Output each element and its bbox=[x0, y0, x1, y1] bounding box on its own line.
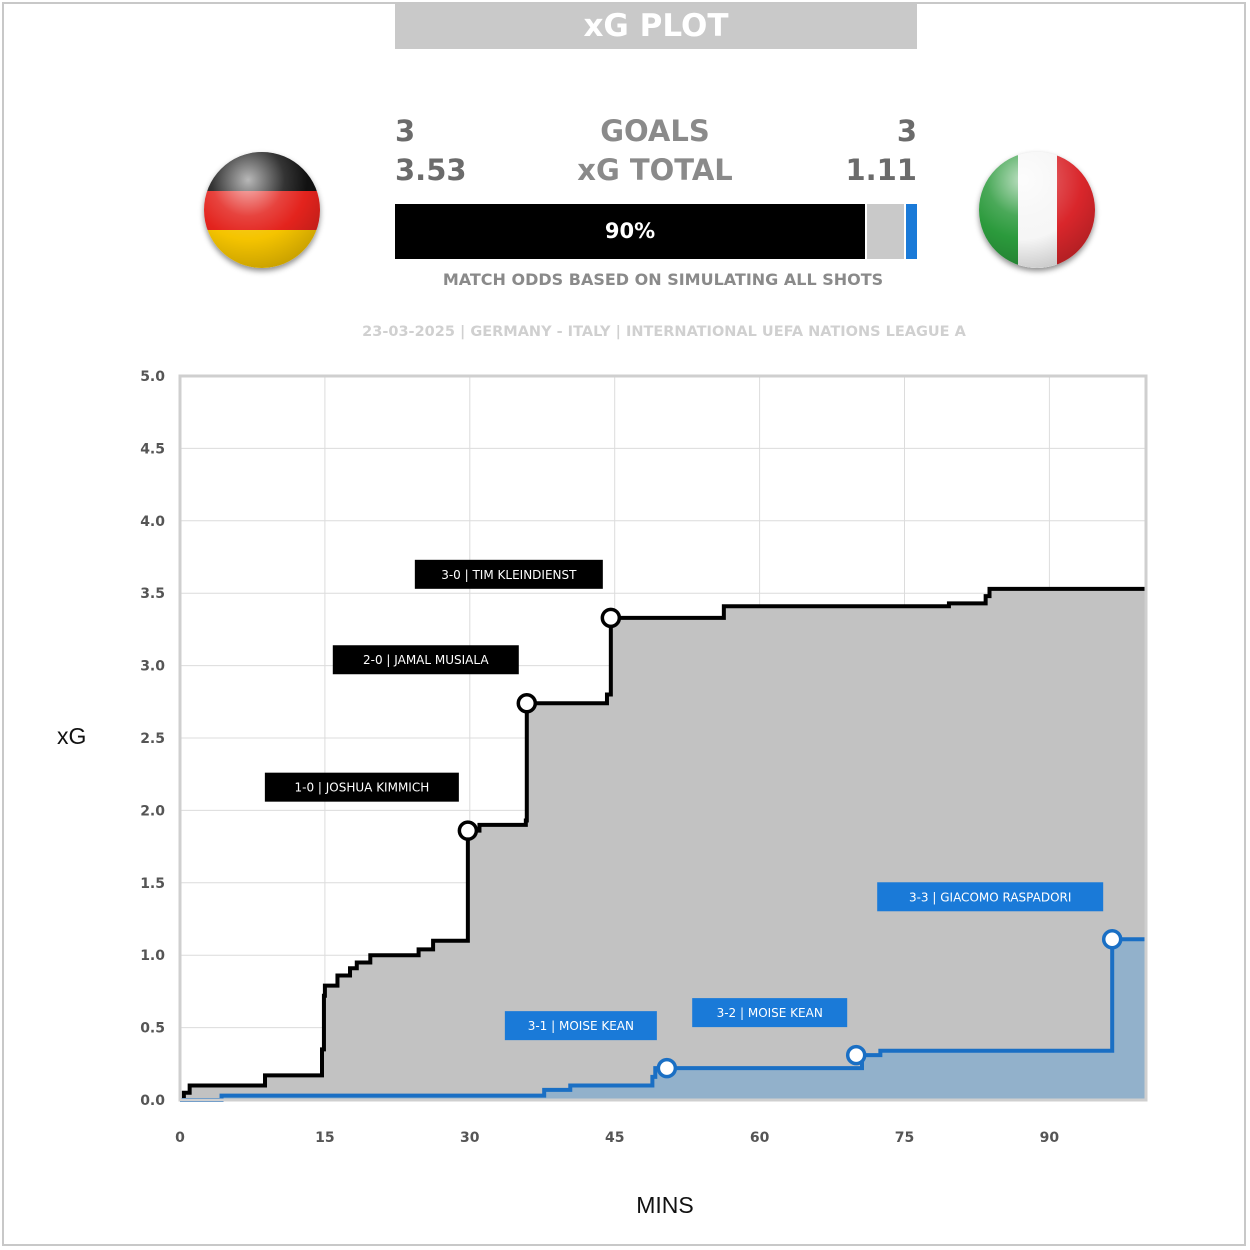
away-win-odds bbox=[906, 204, 917, 259]
x-tick-label: 60 bbox=[750, 1130, 770, 1146]
y-tick-label: 4.5 bbox=[140, 441, 165, 457]
y-tick-label: 2.5 bbox=[140, 731, 165, 747]
away-xg-total: 1.11 bbox=[845, 153, 917, 187]
away-xg-line bbox=[180, 937, 1146, 1102]
italy-flag-icon bbox=[979, 152, 1095, 268]
y-axis-label: xG bbox=[57, 723, 87, 749]
goal-label-box bbox=[692, 998, 848, 1028]
xg-total-label: xG TOTAL bbox=[577, 153, 733, 187]
goal-marker bbox=[845, 1044, 867, 1066]
goal-label: 3-3 | GIACOMO RASPADORI bbox=[909, 890, 1071, 904]
goal-label: 3-0 | TIM KLEINDIENST bbox=[441, 568, 577, 582]
home-xg-line bbox=[180, 586, 1146, 1102]
x-axis-label: MINS bbox=[636, 1192, 694, 1218]
match-odds-bar: 90% bbox=[395, 204, 917, 259]
x-tick-label: 15 bbox=[315, 1130, 334, 1146]
x-tick-label: 75 bbox=[895, 1130, 914, 1146]
goal-marker bbox=[1101, 929, 1123, 950]
y-tick-label: 3.5 bbox=[140, 586, 165, 602]
goal-label: 1-0 | JOSHUA KIMMICH bbox=[294, 781, 429, 795]
goal-label-box bbox=[264, 772, 459, 802]
odds-caption: MATCH ODDS BASED ON SIMULATING ALL SHOTS bbox=[442, 270, 884, 289]
goal-label-box bbox=[332, 645, 519, 675]
goal-label-box bbox=[877, 882, 1104, 912]
match-info: 23-03-2025 | GERMANY - ITALY | INTERNATI… bbox=[362, 324, 966, 340]
y-tick-label: 2.0 bbox=[140, 803, 165, 819]
x-tick-label: 45 bbox=[605, 1130, 624, 1146]
home-xg-total: 3.53 bbox=[395, 153, 467, 187]
away-xg-area bbox=[180, 939, 1146, 1100]
y-tick-label: 4.0 bbox=[140, 514, 165, 530]
home-xg-area bbox=[180, 588, 1146, 1100]
goal-label: 3-2 | MOISE KEAN bbox=[717, 1006, 823, 1020]
goal-marker bbox=[600, 607, 622, 629]
y-tick-label: 1.0 bbox=[140, 948, 165, 964]
goals-label: GOALS bbox=[600, 114, 710, 148]
goal-label-box bbox=[504, 1011, 657, 1041]
home-win-odds: 90% bbox=[395, 204, 865, 259]
goal-marker bbox=[516, 692, 538, 714]
goal-marker bbox=[457, 820, 479, 841]
goal-label: 3-1 | MOISE KEAN bbox=[528, 1019, 634, 1033]
goal-label-box bbox=[414, 559, 603, 589]
x-tick-label: 30 bbox=[460, 1130, 480, 1146]
draw-odds bbox=[867, 204, 904, 259]
x-tick-label: 0 bbox=[175, 1130, 185, 1146]
home-goals: 3 bbox=[395, 114, 416, 148]
germany-flag-icon bbox=[204, 152, 320, 268]
y-tick-label: 5.0 bbox=[140, 369, 165, 385]
goal-marker bbox=[656, 1057, 678, 1079]
away-goals: 3 bbox=[896, 114, 917, 148]
y-tick-label: 0.5 bbox=[140, 1021, 165, 1037]
plot-border bbox=[178, 374, 1148, 1102]
y-tick-label: 1.5 bbox=[140, 876, 165, 892]
goal-label: 2-0 | JAMAL MUSIALA bbox=[363, 653, 489, 667]
y-tick-label: 0.0 bbox=[140, 1093, 165, 1109]
y-tick-label: 3.0 bbox=[140, 659, 165, 675]
page-title: xG PLOT bbox=[395, 4, 917, 49]
x-tick-label: 90 bbox=[1040, 1130, 1060, 1146]
